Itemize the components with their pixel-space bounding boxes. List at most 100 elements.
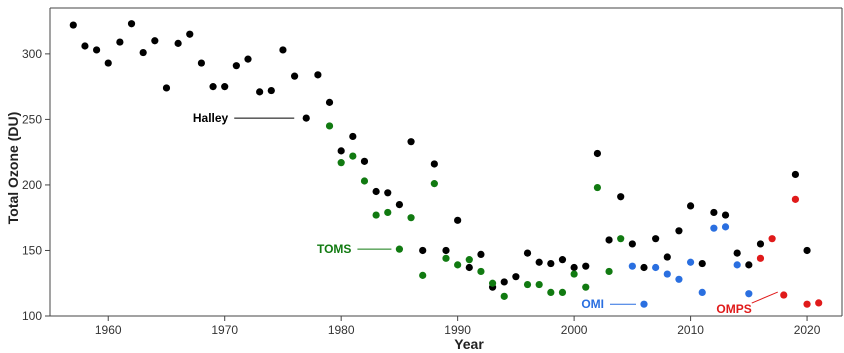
omps-data-point <box>756 254 765 262</box>
halley-data-point <box>756 240 765 248</box>
omps-data-point <box>791 195 800 203</box>
halley-data-point <box>314 71 322 79</box>
halley-data-point <box>290 72 299 80</box>
omps-data-point <box>815 299 823 307</box>
y-axis-title: Total Ozone (DU) <box>5 112 21 225</box>
toms-data-point <box>547 288 555 297</box>
halley-data-point <box>395 200 404 209</box>
toms-data-point <box>372 211 380 219</box>
x-tick-label: 1970 <box>211 323 238 337</box>
toms-data-point <box>337 159 345 167</box>
omps-data-point <box>780 291 788 299</box>
omps-data-point <box>803 300 811 308</box>
toms-data-point <box>535 280 543 289</box>
halley-data-point <box>558 256 567 264</box>
halley-data-point <box>628 240 636 248</box>
halley-data-point <box>349 132 357 141</box>
halley-data-point <box>104 59 112 67</box>
toms-data-point <box>488 279 497 287</box>
halley-data-point <box>139 48 147 57</box>
x-tick-label: 1960 <box>95 323 122 337</box>
omps-data-point <box>768 235 776 243</box>
halley-data-point <box>617 193 625 201</box>
halley-data-point <box>652 235 660 243</box>
toms-data-point <box>384 208 392 217</box>
halley-data-point <box>337 147 345 155</box>
toms-data-point <box>395 245 404 253</box>
x-tick-label: 1980 <box>328 323 355 337</box>
halley-data-point <box>256 88 264 96</box>
halley-data-point <box>733 249 741 257</box>
halley-data-point <box>745 261 753 269</box>
halley-data-point <box>582 262 590 270</box>
halley-data-point <box>803 246 811 255</box>
halley-data-point <box>430 160 438 168</box>
toms-data-point <box>523 280 532 289</box>
halley-data-point <box>92 46 101 54</box>
halley-data-point <box>384 189 392 197</box>
toms-data-point <box>349 152 357 160</box>
x-axis-title: Year <box>454 336 484 352</box>
halley-data-point <box>791 170 800 179</box>
x-tick-label: 1990 <box>444 323 471 337</box>
omi-data-point <box>675 275 683 283</box>
omps-leader-line <box>751 291 778 304</box>
data-points <box>69 20 823 308</box>
toms-data-point <box>477 267 485 276</box>
y-tick-label: 150 <box>22 243 42 257</box>
toms-data-point <box>465 256 473 264</box>
halley-data-point <box>640 263 648 272</box>
toms-data-point <box>454 261 462 269</box>
toms-data-point <box>500 292 508 300</box>
halley-data-point <box>454 216 462 224</box>
axes <box>49 7 843 317</box>
halley-data-point <box>186 30 194 38</box>
toms-data-point <box>360 177 369 185</box>
halley-data-point <box>127 20 136 28</box>
toms-data-point <box>430 180 438 188</box>
omi-data-point <box>745 290 753 298</box>
halley-data-point <box>710 208 718 217</box>
y-tick-label: 100 <box>22 309 42 323</box>
halley-data-point <box>465 263 473 272</box>
halley-data-point <box>244 55 252 63</box>
halley-data-point <box>570 263 578 272</box>
halley-data-point <box>663 253 671 261</box>
omi-data-point <box>733 261 741 269</box>
series-labels: Halley TOMS OMI OMPS <box>193 111 778 316</box>
halley-data-point <box>512 273 520 281</box>
halley-data-point <box>698 259 706 268</box>
toms-data-point <box>617 235 625 243</box>
halley-data-point <box>267 86 275 95</box>
omi-data-point <box>721 223 730 231</box>
x-tick-label: 2000 <box>561 323 588 337</box>
x-ticks: 1960 1970 1980 1990 2000 2010 2020 <box>95 316 821 337</box>
halley-data-point <box>477 250 485 258</box>
y-ticks: 100 150 200 250 300 <box>22 47 50 323</box>
halley-data-point <box>151 37 159 45</box>
y-tick-label: 250 <box>22 112 42 126</box>
toms-data-point <box>442 254 450 262</box>
halley-data-point <box>535 258 543 266</box>
toms-data-point <box>593 183 602 192</box>
toms-data-point <box>605 267 613 276</box>
halley-data-point <box>116 38 124 46</box>
halley-data-point <box>372 187 380 196</box>
halley-data-point <box>442 246 450 255</box>
toms-data-point <box>419 271 427 279</box>
x-tick-label: 2010 <box>677 323 704 337</box>
halley-data-point <box>162 84 171 92</box>
halley-data-point <box>69 21 77 29</box>
halley-data-point <box>174 39 182 47</box>
omi-data-point <box>686 258 695 266</box>
halley-data-point <box>221 83 229 91</box>
x-tick-label: 2020 <box>794 323 821 337</box>
halley-data-point <box>721 211 730 219</box>
halley-data-point <box>605 236 613 244</box>
halley-data-point <box>407 138 415 146</box>
toms-data-point <box>325 122 334 130</box>
omi-data-point <box>663 270 671 278</box>
toms-data-point <box>407 214 415 222</box>
toms-data-point <box>558 288 567 297</box>
